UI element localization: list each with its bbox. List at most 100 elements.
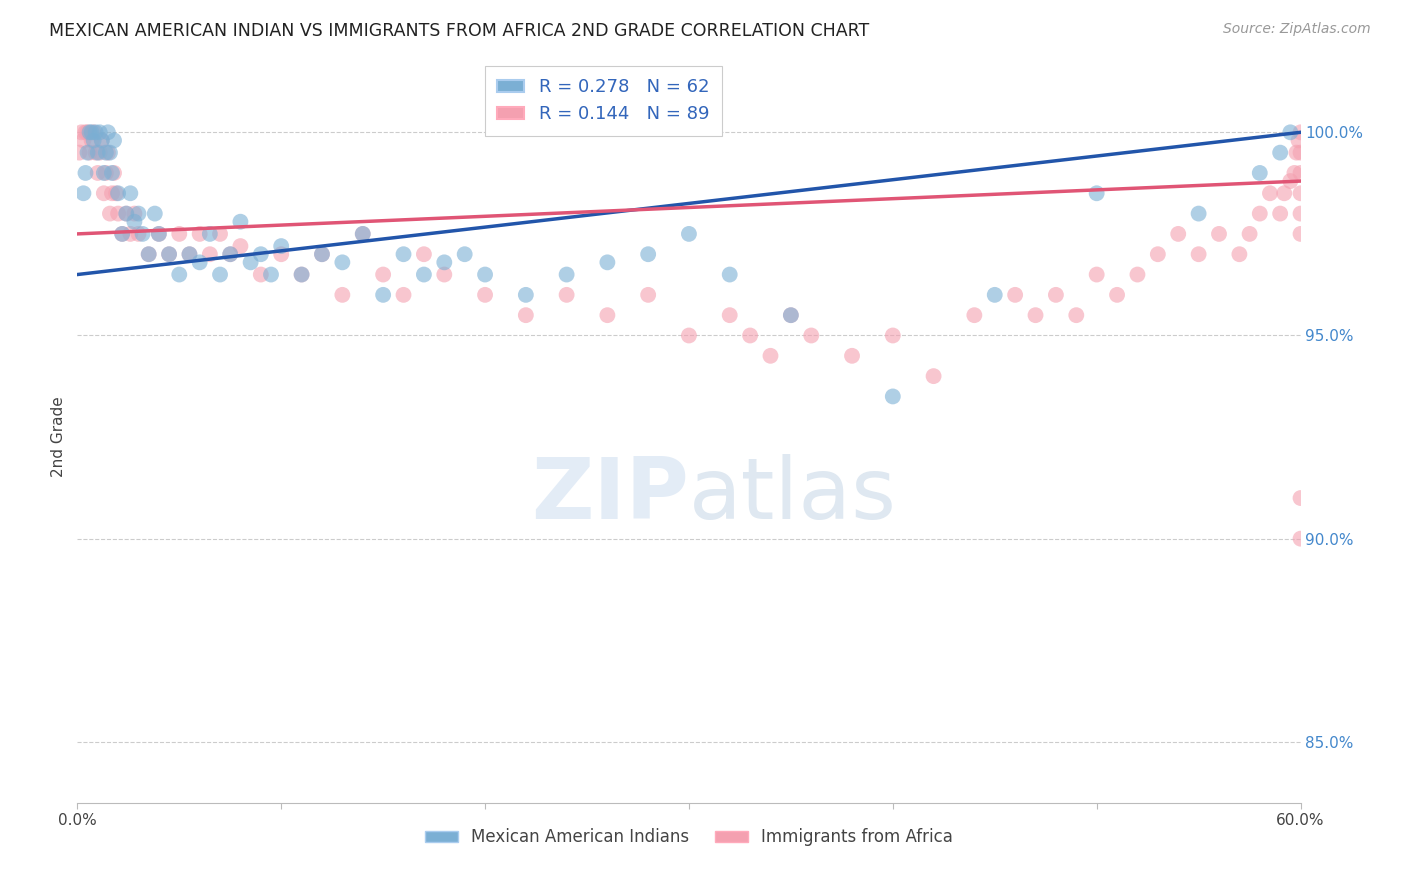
- Point: [718, 268, 741, 282]
- Point: [1272, 186, 1295, 201]
- Point: [413, 268, 436, 282]
- Point: [157, 247, 180, 261]
- Point: [169, 268, 191, 282]
- Point: [1249, 166, 1271, 180]
- Point: [97, 145, 120, 160]
- Point: [882, 389, 904, 403]
- Point: [433, 255, 456, 269]
- Point: [290, 268, 312, 282]
- Point: [169, 227, 191, 241]
- Point: [260, 268, 283, 282]
- Point: [984, 288, 1007, 302]
- Point: [90, 133, 112, 147]
- Point: [127, 227, 149, 241]
- Point: [1229, 247, 1251, 261]
- Point: [1284, 166, 1306, 180]
- Point: [678, 227, 700, 241]
- Point: [1285, 145, 1308, 160]
- Point: [270, 247, 292, 261]
- Point: [87, 166, 110, 180]
- Point: [148, 227, 170, 241]
- Point: [188, 227, 211, 241]
- Point: [332, 255, 354, 269]
- Point: [111, 227, 134, 241]
- Point: [780, 308, 803, 322]
- Point: [596, 255, 619, 269]
- Point: [93, 186, 115, 201]
- Point: [198, 227, 221, 241]
- Point: [1289, 166, 1312, 180]
- Point: [637, 288, 659, 302]
- Point: [107, 206, 129, 220]
- Point: [371, 268, 394, 282]
- Point: [93, 166, 115, 180]
- Point: [453, 247, 475, 261]
- Point: [678, 328, 700, 343]
- Point: [1289, 186, 1312, 201]
- Point: [131, 227, 153, 241]
- Point: [1249, 206, 1271, 220]
- Point: [882, 328, 904, 343]
- Point: [94, 166, 117, 180]
- Point: [157, 247, 180, 261]
- Point: [1126, 268, 1149, 282]
- Point: [90, 133, 112, 147]
- Point: [80, 125, 103, 139]
- Point: [98, 206, 121, 220]
- Point: [413, 247, 436, 261]
- Point: [198, 247, 221, 261]
- Point: [208, 268, 231, 282]
- Point: [371, 288, 394, 302]
- Point: [143, 206, 166, 220]
- Point: [76, 145, 98, 160]
- Point: [392, 288, 415, 302]
- Point: [1289, 227, 1312, 241]
- Point: [352, 227, 374, 241]
- Point: [759, 349, 782, 363]
- Point: [103, 166, 125, 180]
- Point: [1279, 125, 1302, 139]
- Point: [1004, 288, 1026, 302]
- Point: [555, 288, 578, 302]
- Point: [1289, 206, 1312, 220]
- Point: [1066, 308, 1088, 322]
- Point: [179, 247, 201, 261]
- Point: [1187, 247, 1209, 261]
- Text: atlas: atlas: [689, 454, 897, 537]
- Point: [111, 227, 134, 241]
- Point: [1270, 206, 1292, 220]
- Point: [105, 186, 128, 201]
- Point: [67, 145, 90, 160]
- Point: [83, 133, 105, 147]
- Point: [75, 166, 97, 180]
- Point: [179, 247, 201, 261]
- Point: [1270, 145, 1292, 160]
- Point: [392, 247, 415, 261]
- Point: [76, 125, 98, 139]
- Point: [1107, 288, 1129, 302]
- Point: [1024, 308, 1046, 322]
- Point: [98, 145, 121, 160]
- Point: [124, 215, 146, 229]
- Point: [780, 308, 803, 322]
- Point: [1085, 186, 1108, 201]
- Text: ZIP: ZIP: [531, 454, 689, 537]
- Point: [1258, 186, 1281, 201]
- Point: [229, 239, 252, 253]
- Point: [841, 349, 863, 363]
- Point: [148, 227, 170, 241]
- Point: [120, 186, 142, 201]
- Text: Source: ZipAtlas.com: Source: ZipAtlas.com: [1223, 22, 1371, 37]
- Point: [1045, 288, 1067, 302]
- Point: [718, 308, 741, 322]
- Point: [555, 268, 578, 282]
- Point: [208, 227, 231, 241]
- Point: [89, 145, 111, 160]
- Point: [70, 125, 93, 139]
- Point: [89, 125, 111, 139]
- Point: [515, 308, 537, 322]
- Point: [120, 227, 142, 241]
- Point: [433, 268, 456, 282]
- Point: [311, 247, 333, 261]
- Point: [79, 145, 101, 160]
